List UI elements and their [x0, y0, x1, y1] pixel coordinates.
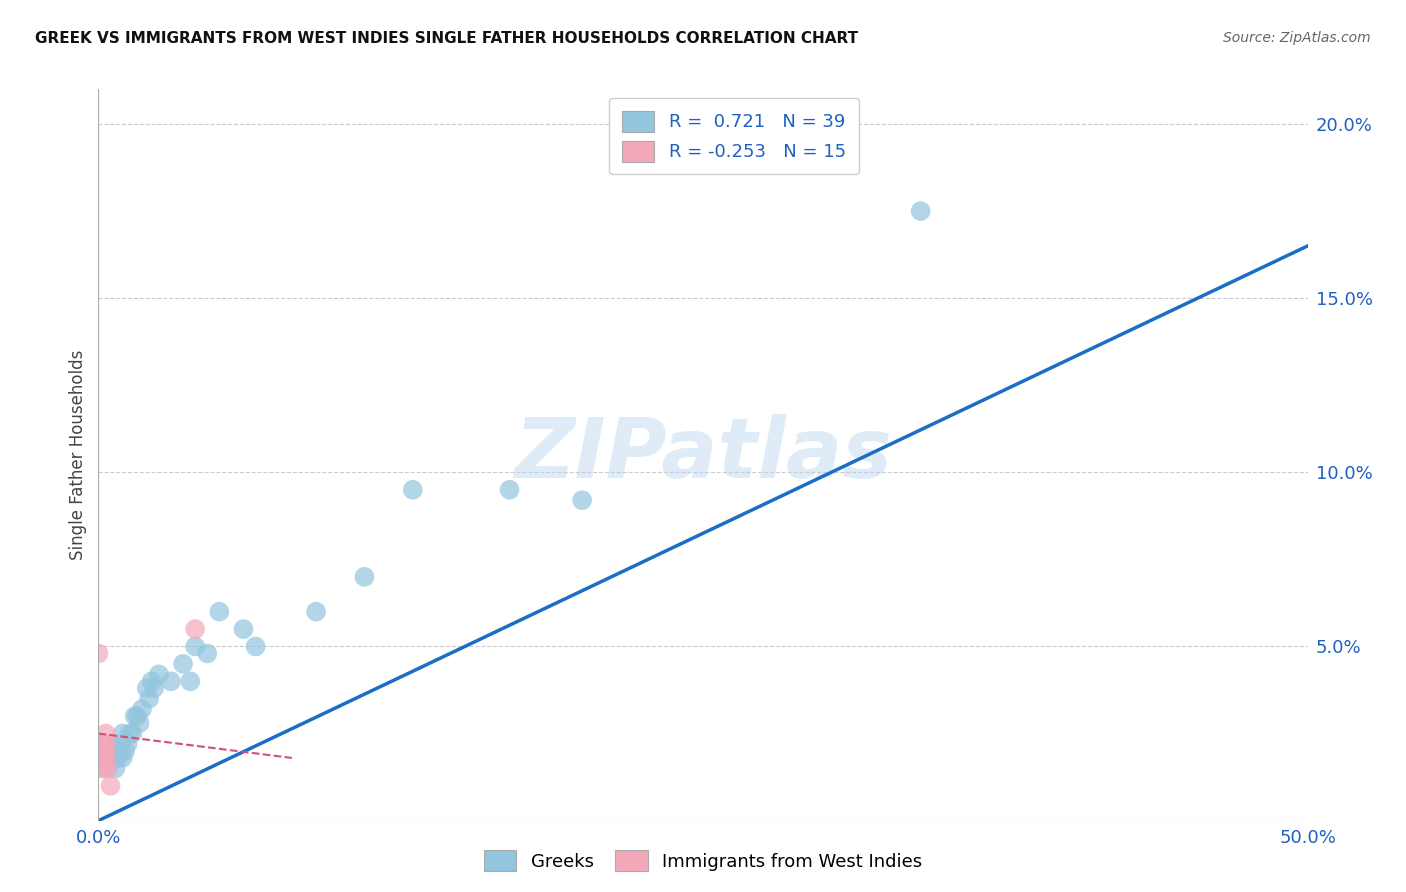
- Point: [232, 622, 254, 636]
- Point: [135, 681, 157, 696]
- Point: [100, 779, 122, 793]
- Point: [131, 702, 153, 716]
- Point: [91, 737, 114, 751]
- Point: [184, 640, 207, 654]
- Point: [143, 681, 166, 696]
- Point: [104, 744, 127, 758]
- Point: [91, 761, 114, 775]
- Point: [160, 674, 183, 689]
- Point: [107, 751, 129, 765]
- Point: [498, 483, 520, 497]
- Point: [111, 751, 134, 765]
- Point: [172, 657, 194, 671]
- Point: [402, 483, 425, 497]
- Point: [148, 667, 170, 681]
- Text: ZIPatlas: ZIPatlas: [515, 415, 891, 495]
- Point: [90, 751, 112, 765]
- Point: [117, 737, 139, 751]
- Point: [141, 674, 163, 689]
- Y-axis label: Single Father Households: Single Father Households: [69, 350, 87, 560]
- Text: Source: ZipAtlas.com: Source: ZipAtlas.com: [1223, 31, 1371, 45]
- Point: [124, 709, 146, 723]
- Point: [100, 755, 122, 769]
- Point: [90, 744, 112, 758]
- Point: [91, 751, 114, 765]
- Point: [305, 605, 328, 619]
- Point: [100, 737, 122, 751]
- Text: GREEK VS IMMIGRANTS FROM WEST INDIES SINGLE FATHER HOUSEHOLDS CORRELATION CHART: GREEK VS IMMIGRANTS FROM WEST INDIES SIN…: [35, 31, 858, 46]
- Point: [353, 570, 375, 584]
- Legend: R =  0.721   N = 39, R = -0.253   N = 15: R = 0.721 N = 39, R = -0.253 N = 15: [609, 98, 859, 174]
- Point: [94, 744, 117, 758]
- Point: [245, 640, 267, 654]
- Point: [138, 691, 160, 706]
- Point: [910, 204, 932, 219]
- Point: [179, 674, 201, 689]
- Point: [127, 709, 149, 723]
- Point: [87, 647, 110, 661]
- Point: [104, 761, 127, 775]
- Point: [91, 761, 114, 775]
- Point: [94, 737, 117, 751]
- Point: [94, 751, 117, 765]
- Point: [114, 744, 136, 758]
- Point: [571, 493, 593, 508]
- Point: [101, 751, 124, 765]
- Point: [128, 716, 150, 731]
- Point: [97, 744, 120, 758]
- Point: [118, 726, 141, 740]
- Point: [184, 622, 207, 636]
- Point: [208, 605, 231, 619]
- Point: [94, 751, 117, 765]
- Point: [111, 726, 134, 740]
- Point: [90, 737, 112, 751]
- Point: [195, 647, 218, 661]
- Point: [94, 726, 117, 740]
- Point: [91, 744, 114, 758]
- Point: [97, 761, 120, 775]
- Point: [108, 737, 131, 751]
- Point: [121, 726, 143, 740]
- Legend: Greeks, Immigrants from West Indies: Greeks, Immigrants from West Indies: [477, 843, 929, 879]
